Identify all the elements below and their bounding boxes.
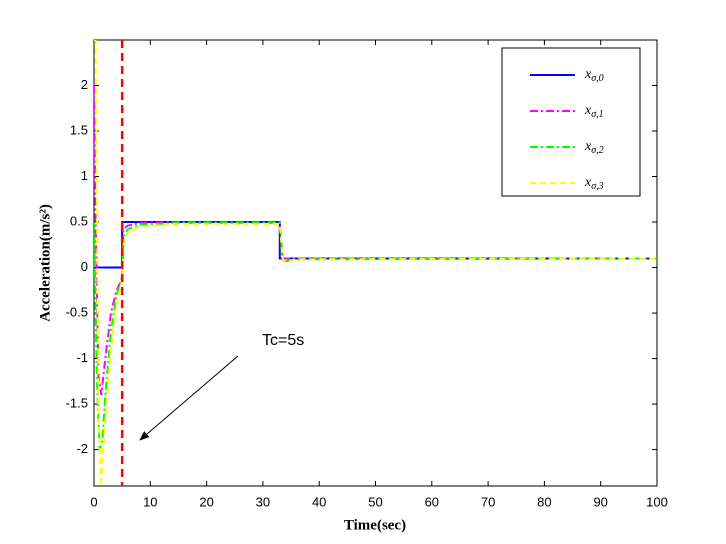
x-tick-label: 90 — [593, 494, 607, 509]
y-tick-label: 0.5 — [70, 213, 88, 228]
x-tick-label: 40 — [312, 494, 326, 509]
legend-label: xσ,0 — [584, 67, 604, 84]
series-line — [94, 85, 657, 396]
legend-label: xσ,3 — [584, 175, 604, 192]
y-tick-label: 2 — [81, 77, 88, 92]
x-tick-label: 10 — [143, 494, 157, 509]
y-axis-title: Acceleration(m/s²) — [37, 204, 53, 322]
y-tick-label: -1.5 — [66, 396, 88, 411]
annotation-arrow — [139, 355, 239, 441]
y-tick-label: -0.5 — [66, 304, 88, 319]
legend-label: xσ,2 — [584, 139, 604, 156]
y-tick-label: -2 — [76, 441, 88, 456]
x-tick-label: 30 — [256, 494, 270, 509]
x-tick-label: 50 — [368, 494, 382, 509]
x-axis-title: Time(sec) — [344, 517, 406, 533]
x-tick-label: 20 — [199, 494, 213, 509]
legend-label: xσ,1 — [584, 103, 604, 120]
y-tick-label: 0 — [81, 259, 88, 274]
y-tick-label: -1 — [76, 350, 88, 365]
x-tick-label: 0 — [90, 494, 97, 509]
legend-box — [501, 47, 641, 197]
plot-lines — [94, 40, 657, 486]
x-tick-label: 60 — [425, 494, 439, 509]
y-tick-label: 1 — [81, 168, 88, 183]
series-line — [94, 40, 657, 486]
x-tick-label: 70 — [481, 494, 495, 509]
y-tick-label: 1.5 — [70, 122, 88, 137]
x-tick-label: 100 — [646, 494, 668, 509]
annotation: Tc=5s — [262, 332, 304, 349]
x-tick-label: 80 — [537, 494, 551, 509]
